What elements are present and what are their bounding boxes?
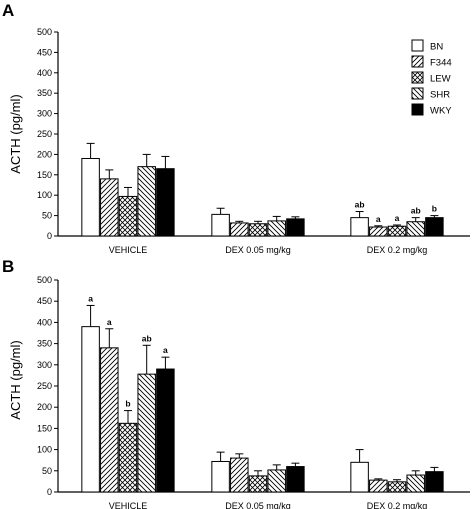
significance-label: ab xyxy=(355,200,365,210)
legend-swatch xyxy=(411,87,424,100)
legend-label: SHR xyxy=(430,90,450,101)
panel-a-letter: A xyxy=(2,1,14,20)
legend-label: WKY xyxy=(430,106,452,117)
x-category-label: DEX 0.05 mg/kg xyxy=(225,245,291,255)
significance-label: a xyxy=(163,345,168,355)
y-tick-label: 400 xyxy=(37,317,52,327)
legend-swatch xyxy=(411,39,424,52)
bar xyxy=(350,217,369,237)
y-tick-label: 350 xyxy=(37,339,52,349)
bar xyxy=(118,422,138,493)
legend-label: LEW xyxy=(430,74,451,85)
significance-label: b xyxy=(432,204,437,214)
x-category-label: DEX 0.2 mg/kg xyxy=(367,501,428,509)
y-tick-label: 250 xyxy=(37,129,52,139)
panel-b-chart: B ACTH (pg/ml) 0 50 100 150 200 250 300 350 400 4… xyxy=(2,257,470,509)
y-tick-label: 350 xyxy=(37,88,52,98)
legend-swatch xyxy=(411,55,424,68)
y-tick-label: 450 xyxy=(37,47,52,57)
significance-label: a xyxy=(88,293,93,303)
bar xyxy=(286,466,305,493)
bar xyxy=(267,469,286,493)
x-category-label: DEX 0.2 mg/kg xyxy=(367,245,428,255)
y-tick-label: 500 xyxy=(37,275,52,285)
bar xyxy=(100,178,119,237)
panel-b-y-axis-label: ACTH (pg/ml) xyxy=(8,340,23,419)
bar xyxy=(81,157,100,237)
significance-label: a xyxy=(376,214,381,224)
significance-label: a xyxy=(107,317,112,327)
bar xyxy=(369,226,388,237)
bar xyxy=(156,168,175,237)
bar xyxy=(118,195,138,237)
significance-label: ab xyxy=(411,206,421,216)
significance-label: ab xyxy=(142,333,152,343)
bar xyxy=(369,479,388,493)
bar xyxy=(387,481,407,493)
x-category-label: VEHICLE xyxy=(109,245,148,255)
bar xyxy=(387,225,407,237)
bar xyxy=(248,475,268,493)
y-tick-label: 450 xyxy=(37,296,52,306)
x-category-label: VEHICLE xyxy=(109,501,148,509)
bar xyxy=(406,474,425,493)
y-tick-label: 100 xyxy=(37,445,52,455)
significance-label: a xyxy=(395,213,400,223)
bar xyxy=(406,221,425,237)
y-tick-label: 150 xyxy=(37,170,52,180)
y-tick-label: 200 xyxy=(37,402,52,412)
y-tick-label: 100 xyxy=(37,190,52,200)
bar xyxy=(350,461,369,493)
x-category-label: DEX 0.05 mg/kg xyxy=(225,501,291,509)
panel-a-y-axis-label: ACTH (pg/ml) xyxy=(8,94,23,173)
legend-swatch xyxy=(411,103,424,116)
y-tick-label: 300 xyxy=(37,109,52,119)
bar xyxy=(211,213,230,237)
panel-b-letter: B xyxy=(2,257,14,276)
y-tick-label: 50 xyxy=(42,466,52,476)
y-tick-label: 50 xyxy=(42,211,52,221)
bar xyxy=(425,217,444,237)
y-tick-label: 250 xyxy=(37,381,52,391)
bar xyxy=(425,471,444,493)
bar xyxy=(248,223,268,237)
y-tick-label: 300 xyxy=(37,360,52,370)
bar xyxy=(230,457,249,493)
legend-label: F344 xyxy=(430,58,452,69)
y-tick-label: 200 xyxy=(37,149,52,159)
bar xyxy=(286,218,305,237)
y-tick-label: 400 xyxy=(37,68,52,78)
y-tick-label: 0 xyxy=(47,487,52,497)
bar xyxy=(81,326,100,493)
legend-swatch xyxy=(411,71,424,84)
bar xyxy=(211,460,230,493)
bar xyxy=(137,373,156,493)
y-tick-label: 0 xyxy=(47,231,52,241)
bar xyxy=(137,166,156,237)
significance-label: b xyxy=(125,399,130,409)
y-tick-label: 150 xyxy=(37,423,52,433)
bar xyxy=(230,222,249,237)
panel-a-chart: A ACTH (pg/ml) 0 50 100 150 200 250 300 350 400 4… xyxy=(2,1,470,255)
bar xyxy=(156,368,175,493)
bar xyxy=(100,347,119,493)
y-tick-label: 500 xyxy=(37,27,52,37)
bar xyxy=(267,220,286,237)
legend-label: BN xyxy=(430,42,443,53)
